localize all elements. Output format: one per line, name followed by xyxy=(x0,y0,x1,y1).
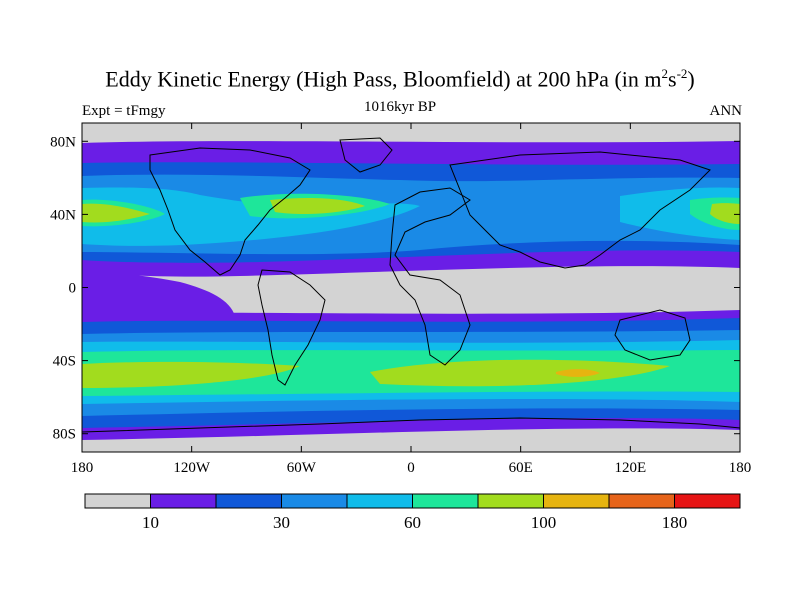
colorbar-label: 60 xyxy=(404,513,421,532)
colorbar-box xyxy=(281,493,348,509)
nh-band-100-west xyxy=(82,203,150,223)
lon-tick-label: 120W xyxy=(173,460,211,476)
experiment-label: Expt = tFmgy xyxy=(82,103,166,119)
lon-tick-label: 180 xyxy=(729,460,752,476)
colorbar-box xyxy=(84,493,151,509)
colorbar-labels: 10 30 60 100 180 xyxy=(142,513,687,532)
lat-tick-label: 40N xyxy=(50,207,76,223)
lon-tick-label: 60E xyxy=(509,460,533,476)
lon-axis: 180 120W 60W 0 60E 120E 180 xyxy=(71,123,752,476)
sh-band-100-east xyxy=(370,359,670,387)
sh-band-140-max xyxy=(556,369,600,377)
colorbar-box xyxy=(674,493,741,509)
colorbar-label: 180 xyxy=(662,513,688,532)
lon-tick-label: 0 xyxy=(407,460,415,476)
colorbar-box xyxy=(608,493,675,509)
lat-tick-label: 80N xyxy=(50,134,76,150)
colorbar-box xyxy=(412,493,479,509)
colorbar-label: 100 xyxy=(531,513,557,532)
lat-tick-label: 40S xyxy=(53,354,76,370)
sh-band-100-west xyxy=(82,361,300,388)
lat-axis: 80N 40N 0 40S 80S xyxy=(50,134,740,443)
lon-tick-label: 180 xyxy=(71,460,94,476)
colorbar-box xyxy=(543,493,610,509)
plot-subtitle: 1016kyr BP xyxy=(363,99,437,115)
coastlines xyxy=(82,137,740,433)
colorbar-label: 30 xyxy=(273,513,290,532)
colorbar-box xyxy=(346,493,413,509)
season-label: ANN xyxy=(709,103,743,119)
contour-field xyxy=(82,123,740,452)
colorbar-box xyxy=(150,493,217,509)
lon-tick-label: 120E xyxy=(614,460,646,476)
colorbar-box xyxy=(477,493,544,509)
nh-band-100-atlantic xyxy=(270,198,365,214)
nh-band-60-pacific xyxy=(82,187,420,246)
lon-tick-label: 60W xyxy=(287,460,317,476)
colorbar-boxes xyxy=(84,493,741,509)
lat-tick-label: 80S xyxy=(53,427,76,443)
colorbar-box xyxy=(215,493,282,509)
plot-title: Eddy Kinetic Energy (High Pass, Bloomfie… xyxy=(105,66,695,92)
tropical-east-pacific xyxy=(82,268,235,316)
nh-band-100-east xyxy=(710,203,740,224)
lat-tick-label: 0 xyxy=(69,281,77,297)
colorbar-label: 10 xyxy=(142,513,159,532)
